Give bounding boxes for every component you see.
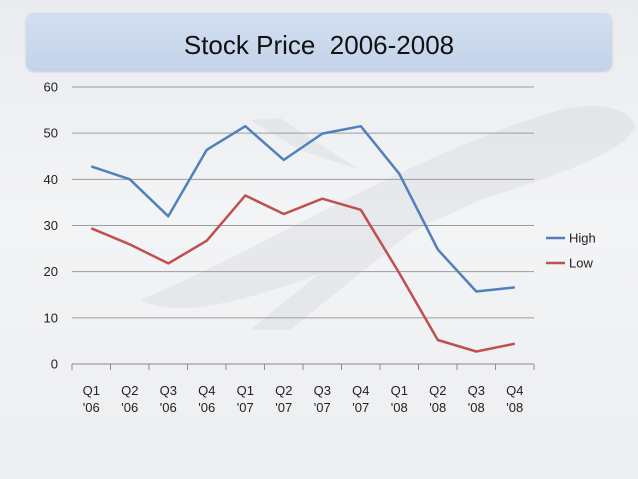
x-axis <box>71 364 535 370</box>
legend-label-high: High <box>569 231 596 246</box>
y-tick-label: 60 <box>44 80 58 95</box>
x-tick-label: Q4'06 <box>198 383 215 415</box>
x-tick-label: Q1'08 <box>391 383 408 415</box>
x-tick-label: Q1'06 <box>83 383 100 415</box>
y-tick-label: 50 <box>44 126 58 141</box>
title-banner: Stock Price 2006-2008 <box>26 13 612 71</box>
x-tick-label: Q1'07 <box>237 383 254 415</box>
y-tick-label: 10 <box>44 310 58 325</box>
series-lines <box>90 124 516 353</box>
series-line-low <box>90 194 516 353</box>
x-tick-label: Q4'08 <box>506 383 523 415</box>
x-tick-label: Q4'07 <box>352 383 369 415</box>
x-tick-label: Q3'06 <box>160 383 177 415</box>
x-tick-label: Q3'07 <box>314 383 331 415</box>
gridlines <box>72 86 534 365</box>
x-tick-label: Q2'08 <box>429 383 446 415</box>
legend: High Low <box>546 231 596 271</box>
series-line-high <box>90 124 515 293</box>
y-tick-labels: 0 10 20 30 40 50 60 <box>44 80 58 372</box>
x-tick-label: Q2'07 <box>275 383 292 415</box>
x-tick-label: Q3'08 <box>468 383 485 415</box>
x-tick-label: Q2'06 <box>121 383 138 415</box>
x-tick-labels: Q1'06 Q2'06 Q3'06 Q4'06 Q1'07 Q2'07 Q3'07 Q4'07… <box>83 383 524 415</box>
chart-title: Stock Price 2006-2008 <box>183 30 455 60</box>
y-tick-label: 40 <box>44 172 58 187</box>
legend-label-low: Low <box>569 256 593 271</box>
y-tick-label: 0 <box>51 357 58 372</box>
y-tick-label: 20 <box>44 264 58 279</box>
y-tick-label: 30 <box>44 218 58 233</box>
